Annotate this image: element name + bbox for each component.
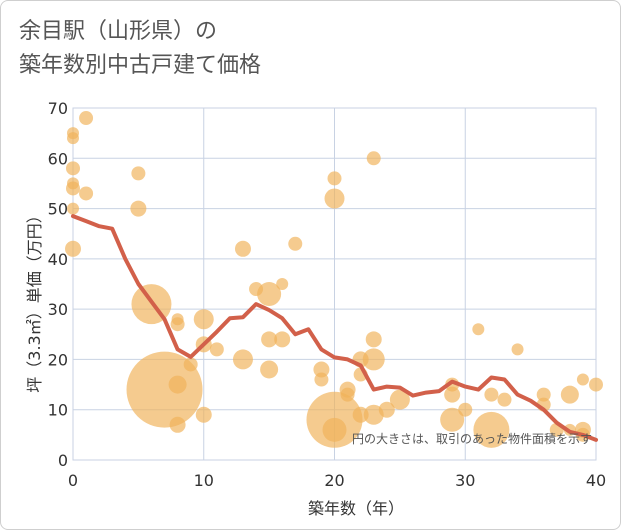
data-bubble (183, 357, 198, 372)
y-axis-label: 坪（3.3㎡）単価（万円） (25, 207, 44, 392)
data-bubble (66, 181, 80, 196)
data-bubble (276, 278, 289, 290)
data-bubble (260, 360, 279, 379)
data-bubble (511, 343, 524, 356)
data-bubble (314, 372, 329, 387)
data-bubble (130, 200, 147, 217)
data-bubble (362, 348, 385, 371)
data-bubble (232, 349, 253, 370)
data-bubble (484, 387, 499, 402)
y-tick-label: 30 (48, 300, 68, 319)
data-bubble (131, 166, 146, 181)
data-bubble (472, 323, 485, 336)
data-bubble (274, 331, 291, 348)
y-tick-label: 70 (48, 99, 68, 118)
data-bubble (65, 240, 81, 257)
chart-title-line2: 築年数別中古戸建て価格 (19, 53, 262, 78)
data-bubble (169, 416, 186, 433)
data-bubble (126, 351, 203, 428)
y-tick-label: 40 (48, 250, 68, 269)
data-bubble (327, 171, 342, 186)
data-bubble (79, 111, 94, 126)
data-bubble (257, 282, 282, 307)
chart-title: 余目駅（山形県）の 築年数別中古戸建て価格 (19, 15, 261, 83)
y-tick-label: 20 (48, 350, 68, 369)
data-bubble (589, 377, 603, 392)
data-bubble (363, 404, 384, 425)
data-bubble (560, 385, 579, 404)
data-bubble (66, 161, 80, 176)
data-bubble (324, 188, 345, 209)
data-bubble (322, 417, 347, 442)
data-bubble (193, 309, 214, 330)
data-bubble (209, 342, 224, 357)
y-tick-label: 10 (48, 401, 68, 420)
size-note: 円の大きさは、取引のあった物件面積を示す (352, 431, 592, 446)
data-bubble (440, 407, 465, 432)
x-tick-label: 30 (455, 471, 475, 490)
data-bubble (378, 401, 395, 418)
data-bubble (576, 373, 589, 386)
trend-line (71, 214, 598, 442)
data-bubble (67, 202, 79, 215)
x-tick-label: 20 (324, 471, 344, 490)
x-tick-label: 10 (194, 471, 214, 490)
data-bubble (389, 389, 410, 410)
data-bubble (67, 132, 79, 145)
x-tick-label: 40 (586, 471, 606, 490)
data-bubble (365, 331, 382, 348)
x-tick-label: 0 (68, 471, 78, 490)
data-bubble (444, 386, 461, 403)
bubble-layer (65, 111, 603, 448)
trend-layer (71, 214, 598, 442)
chart-title-line1: 余目駅（山形県）の (19, 19, 218, 44)
data-bubble (458, 402, 473, 417)
data-bubble (261, 331, 278, 348)
data-bubble (536, 387, 551, 402)
data-bubble (497, 392, 512, 407)
data-bubble (313, 361, 330, 378)
y-tick-label: 50 (48, 200, 68, 219)
data-bubble (170, 317, 185, 332)
data-bubble (366, 151, 381, 166)
data-bubble (473, 411, 510, 448)
x-axis-label: 築年数（年） (308, 499, 404, 518)
data-bubble (288, 236, 303, 251)
data-bubble (195, 406, 212, 423)
data-bubble (79, 186, 94, 201)
data-bubble (340, 387, 355, 402)
data-bubble (234, 240, 251, 257)
y-tick-label: 0 (58, 451, 68, 470)
y-tick-label: 60 (48, 149, 68, 168)
data-bubble (168, 375, 187, 394)
axes: 0 10 20 30 40 0 10 20 30 40 50 60 70 (48, 99, 607, 490)
